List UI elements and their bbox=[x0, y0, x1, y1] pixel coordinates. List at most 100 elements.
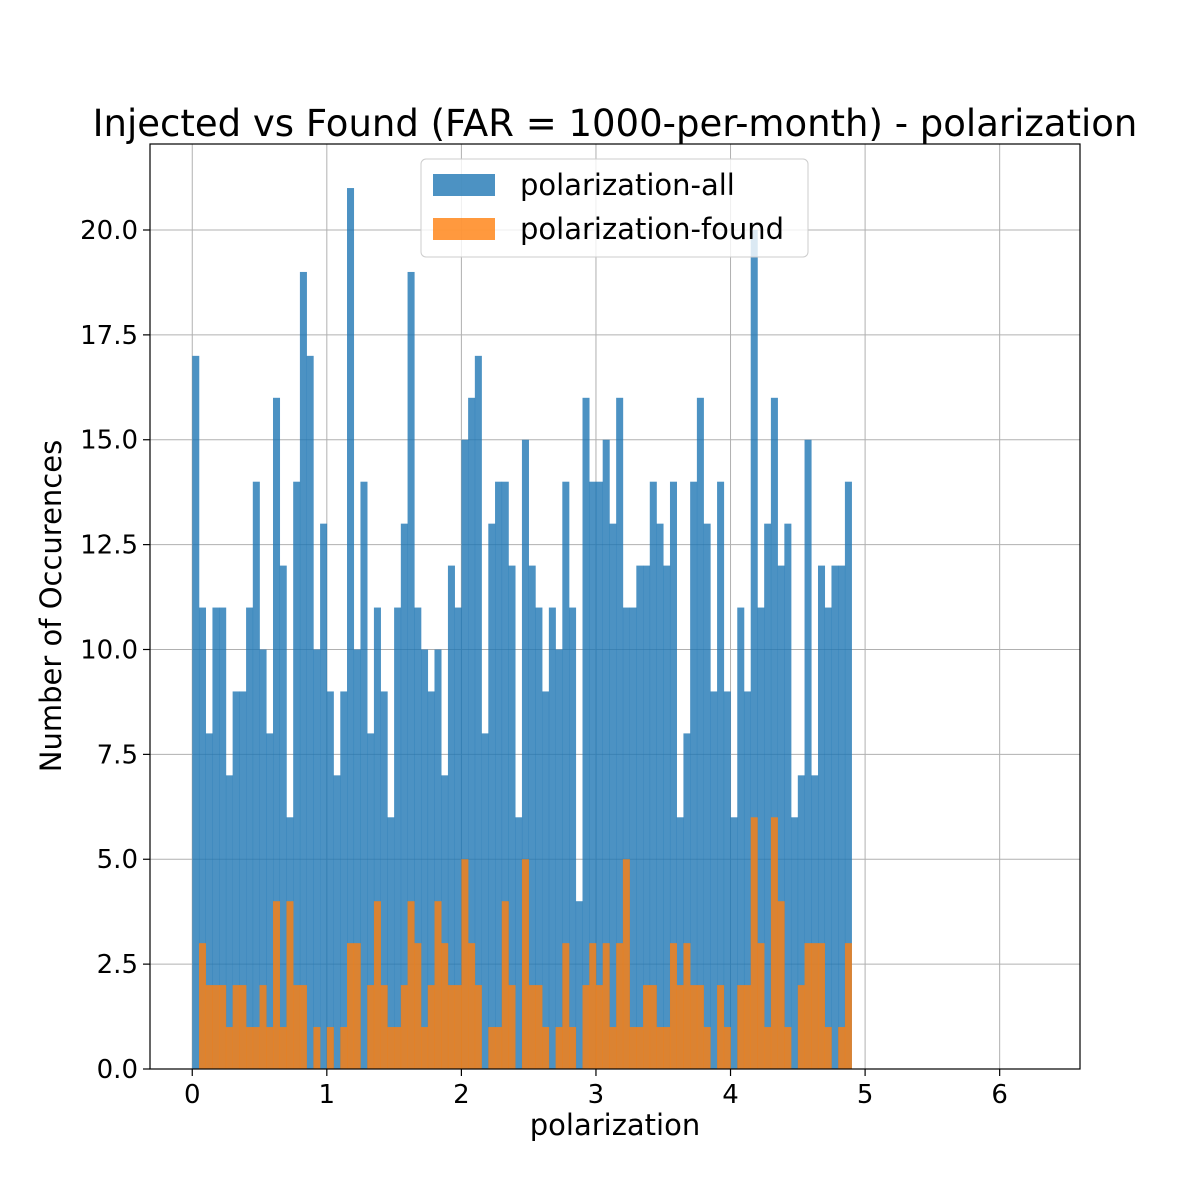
histogram-bar bbox=[293, 481, 301, 1069]
histogram-bar bbox=[407, 271, 415, 1069]
histogram-bar bbox=[266, 1027, 274, 1069]
histogram-bar bbox=[373, 607, 381, 1069]
histogram-bar bbox=[797, 775, 805, 1069]
histogram-bar bbox=[643, 565, 651, 1069]
histogram-bar bbox=[474, 355, 482, 1069]
histogram-bar bbox=[495, 481, 503, 1069]
histogram-bar bbox=[844, 943, 852, 1069]
histogram-bar bbox=[488, 1027, 496, 1069]
chart-title: Injected vs Found (FAR = 1000-per-month)… bbox=[93, 102, 1138, 145]
histogram-bar bbox=[723, 691, 731, 1069]
histogram-bar bbox=[649, 985, 657, 1069]
histogram-bar bbox=[521, 439, 529, 1069]
histogram-bar bbox=[636, 565, 644, 1069]
x-tick-label: 2 bbox=[453, 1080, 470, 1110]
histogram-bar bbox=[757, 607, 765, 1069]
histogram-bar bbox=[569, 607, 577, 1069]
histogram-bar bbox=[676, 817, 684, 1069]
histogram-bar bbox=[380, 691, 388, 1069]
histogram-bar bbox=[757, 943, 765, 1069]
plot-frame bbox=[149, 143, 1081, 1070]
histogram-bar bbox=[710, 691, 718, 1069]
histogram-bar bbox=[246, 607, 254, 1069]
histogram-bar bbox=[272, 397, 281, 1069]
histogram-bar bbox=[427, 691, 435, 1069]
histogram-bar bbox=[663, 565, 671, 1069]
histogram-bar bbox=[723, 1027, 731, 1069]
histogram-bar bbox=[198, 607, 207, 1069]
histogram-bar bbox=[293, 985, 301, 1069]
histogram-bar bbox=[474, 985, 482, 1069]
histogram-bar bbox=[528, 985, 536, 1069]
y-axis-label: Number of Occurences bbox=[34, 440, 68, 772]
histogram-bar bbox=[252, 481, 260, 1069]
histogram-bar bbox=[400, 985, 408, 1069]
histogram-bar bbox=[811, 775, 819, 1069]
histogram-bar bbox=[750, 817, 758, 1069]
histogram-bar bbox=[528, 565, 536, 1069]
histogram-bar bbox=[367, 985, 375, 1069]
histogram-bar bbox=[750, 229, 758, 1069]
histogram-bar bbox=[831, 565, 839, 1069]
histogram-bar bbox=[468, 397, 476, 1069]
histogram-bar bbox=[313, 649, 321, 1069]
histogram-bar bbox=[367, 733, 375, 1069]
histogram-bar bbox=[205, 733, 213, 1069]
histogram-bar bbox=[804, 439, 812, 1069]
histogram-bar bbox=[582, 985, 590, 1069]
histogram-bar bbox=[394, 607, 402, 1069]
histogram-bar bbox=[575, 901, 583, 1069]
histogram-bar bbox=[717, 481, 725, 1069]
histogram-bar bbox=[212, 607, 220, 1069]
histogram-bar bbox=[380, 985, 388, 1069]
histogram-bar bbox=[717, 985, 725, 1069]
histogram-bar bbox=[535, 985, 543, 1069]
histogram-bar bbox=[676, 985, 684, 1069]
x-axis-label: polarization bbox=[530, 1108, 701, 1142]
histogram-bar bbox=[824, 607, 832, 1069]
histogram-bar bbox=[347, 188, 355, 1070]
histogram-bar bbox=[636, 1027, 644, 1069]
histogram-bar bbox=[421, 649, 429, 1069]
series-polarization-found bbox=[198, 817, 852, 1069]
histogram-bar bbox=[468, 943, 476, 1069]
histogram-bar bbox=[770, 397, 778, 1069]
histogram-bar bbox=[656, 523, 664, 1069]
histogram-bar bbox=[602, 439, 610, 1069]
x-tick-label: 0 bbox=[184, 1080, 201, 1110]
histogram-bar bbox=[690, 481, 698, 1069]
histogram-bar bbox=[784, 523, 792, 1069]
histogram-bar bbox=[495, 1027, 503, 1069]
histogram-bar bbox=[542, 1027, 550, 1069]
histogram-bar bbox=[232, 691, 240, 1069]
histogram-bar bbox=[259, 985, 267, 1069]
y-tick-label: 17.5 bbox=[80, 321, 138, 351]
histogram-bar bbox=[340, 1027, 348, 1069]
histogram-bar bbox=[622, 859, 630, 1069]
histogram-bar bbox=[501, 901, 509, 1069]
y-tick-label: 7.5 bbox=[97, 740, 138, 770]
y-tick-label: 20.0 bbox=[80, 216, 138, 246]
histogram-bar bbox=[589, 943, 597, 1069]
histogram-bar bbox=[616, 943, 624, 1069]
series-polarization-all bbox=[192, 188, 852, 1070]
histogram-bar bbox=[447, 565, 455, 1069]
legend-label-polarization-all: polarization-all bbox=[520, 168, 735, 202]
histogram-bar bbox=[696, 985, 704, 1069]
histogram-bar bbox=[434, 901, 442, 1069]
histogram-bar bbox=[488, 523, 496, 1069]
histogram-bar bbox=[192, 355, 200, 1069]
histogram-bar bbox=[824, 1027, 832, 1069]
histogram-bar bbox=[434, 649, 442, 1069]
histogram-bar bbox=[743, 691, 752, 1069]
histogram-bar bbox=[542, 691, 550, 1069]
histogram-bar bbox=[400, 523, 408, 1069]
histogram-bar bbox=[643, 985, 651, 1069]
histogram-bar bbox=[555, 649, 563, 1069]
histogram-bar bbox=[414, 943, 422, 1069]
histogram-bar bbox=[353, 649, 361, 1069]
histogram-bar bbox=[663, 1027, 671, 1069]
histogram-bar bbox=[394, 1027, 402, 1069]
histogram-bar bbox=[609, 1027, 617, 1069]
